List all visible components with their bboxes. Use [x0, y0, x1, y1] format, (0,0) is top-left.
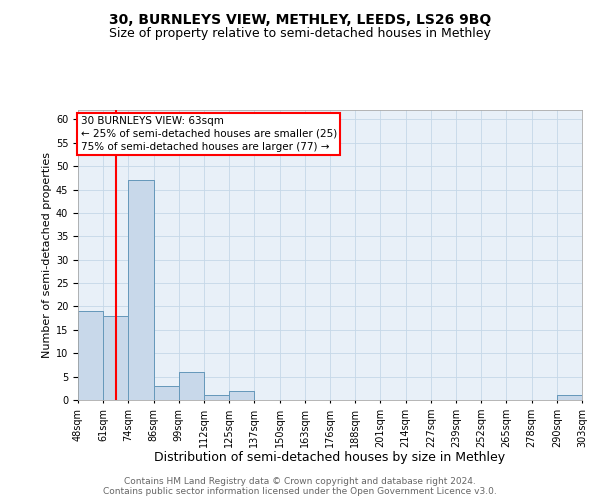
Bar: [229, 390, 254, 400]
Bar: [103, 316, 128, 400]
Bar: [557, 396, 582, 400]
Text: Distribution of semi-detached houses by size in Methley: Distribution of semi-detached houses by …: [154, 451, 506, 464]
Bar: [204, 396, 229, 400]
Y-axis label: Number of semi-detached properties: Number of semi-detached properties: [41, 152, 52, 358]
Bar: [128, 180, 154, 400]
Bar: [154, 386, 179, 400]
Bar: [179, 372, 204, 400]
Text: Contains public sector information licensed under the Open Government Licence v3: Contains public sector information licen…: [103, 486, 497, 496]
Bar: [557, 396, 582, 400]
Bar: [78, 311, 103, 400]
Bar: [128, 180, 154, 400]
Bar: [179, 372, 204, 400]
Text: 30, BURNLEYS VIEW, METHLEY, LEEDS, LS26 9BQ: 30, BURNLEYS VIEW, METHLEY, LEEDS, LS26 …: [109, 12, 491, 26]
Bar: [154, 386, 179, 400]
Bar: [78, 311, 103, 400]
Text: 30 BURNLEYS VIEW: 63sqm
← 25% of semi-detached houses are smaller (25)
75% of se: 30 BURNLEYS VIEW: 63sqm ← 25% of semi-de…: [80, 116, 337, 152]
Bar: [229, 390, 254, 400]
Bar: [204, 396, 229, 400]
Bar: [103, 316, 128, 400]
Text: Size of property relative to semi-detached houses in Methley: Size of property relative to semi-detach…: [109, 28, 491, 40]
Text: Contains HM Land Registry data © Crown copyright and database right 2024.: Contains HM Land Registry data © Crown c…: [124, 476, 476, 486]
